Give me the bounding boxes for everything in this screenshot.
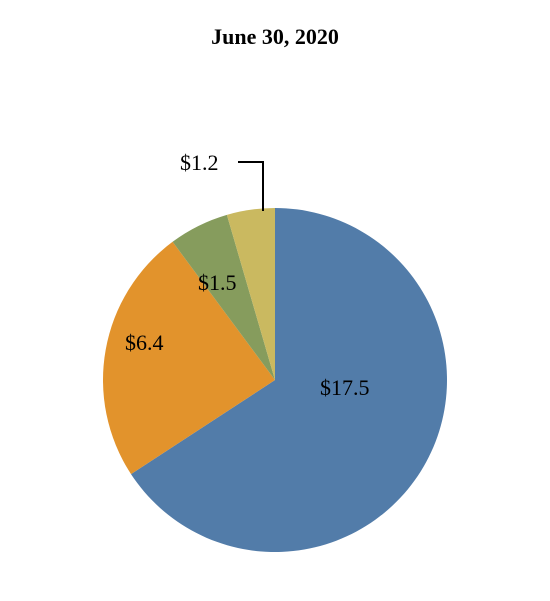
slice-callout-label: $1.2	[180, 150, 219, 176]
slice-label: $17.5	[320, 375, 370, 401]
callout-leader	[238, 162, 263, 211]
slice-label: $1.5	[198, 270, 237, 296]
slice-label: $6.4	[125, 330, 164, 356]
pie-svg	[0, 0, 550, 596]
pie-chart	[0, 0, 550, 601]
